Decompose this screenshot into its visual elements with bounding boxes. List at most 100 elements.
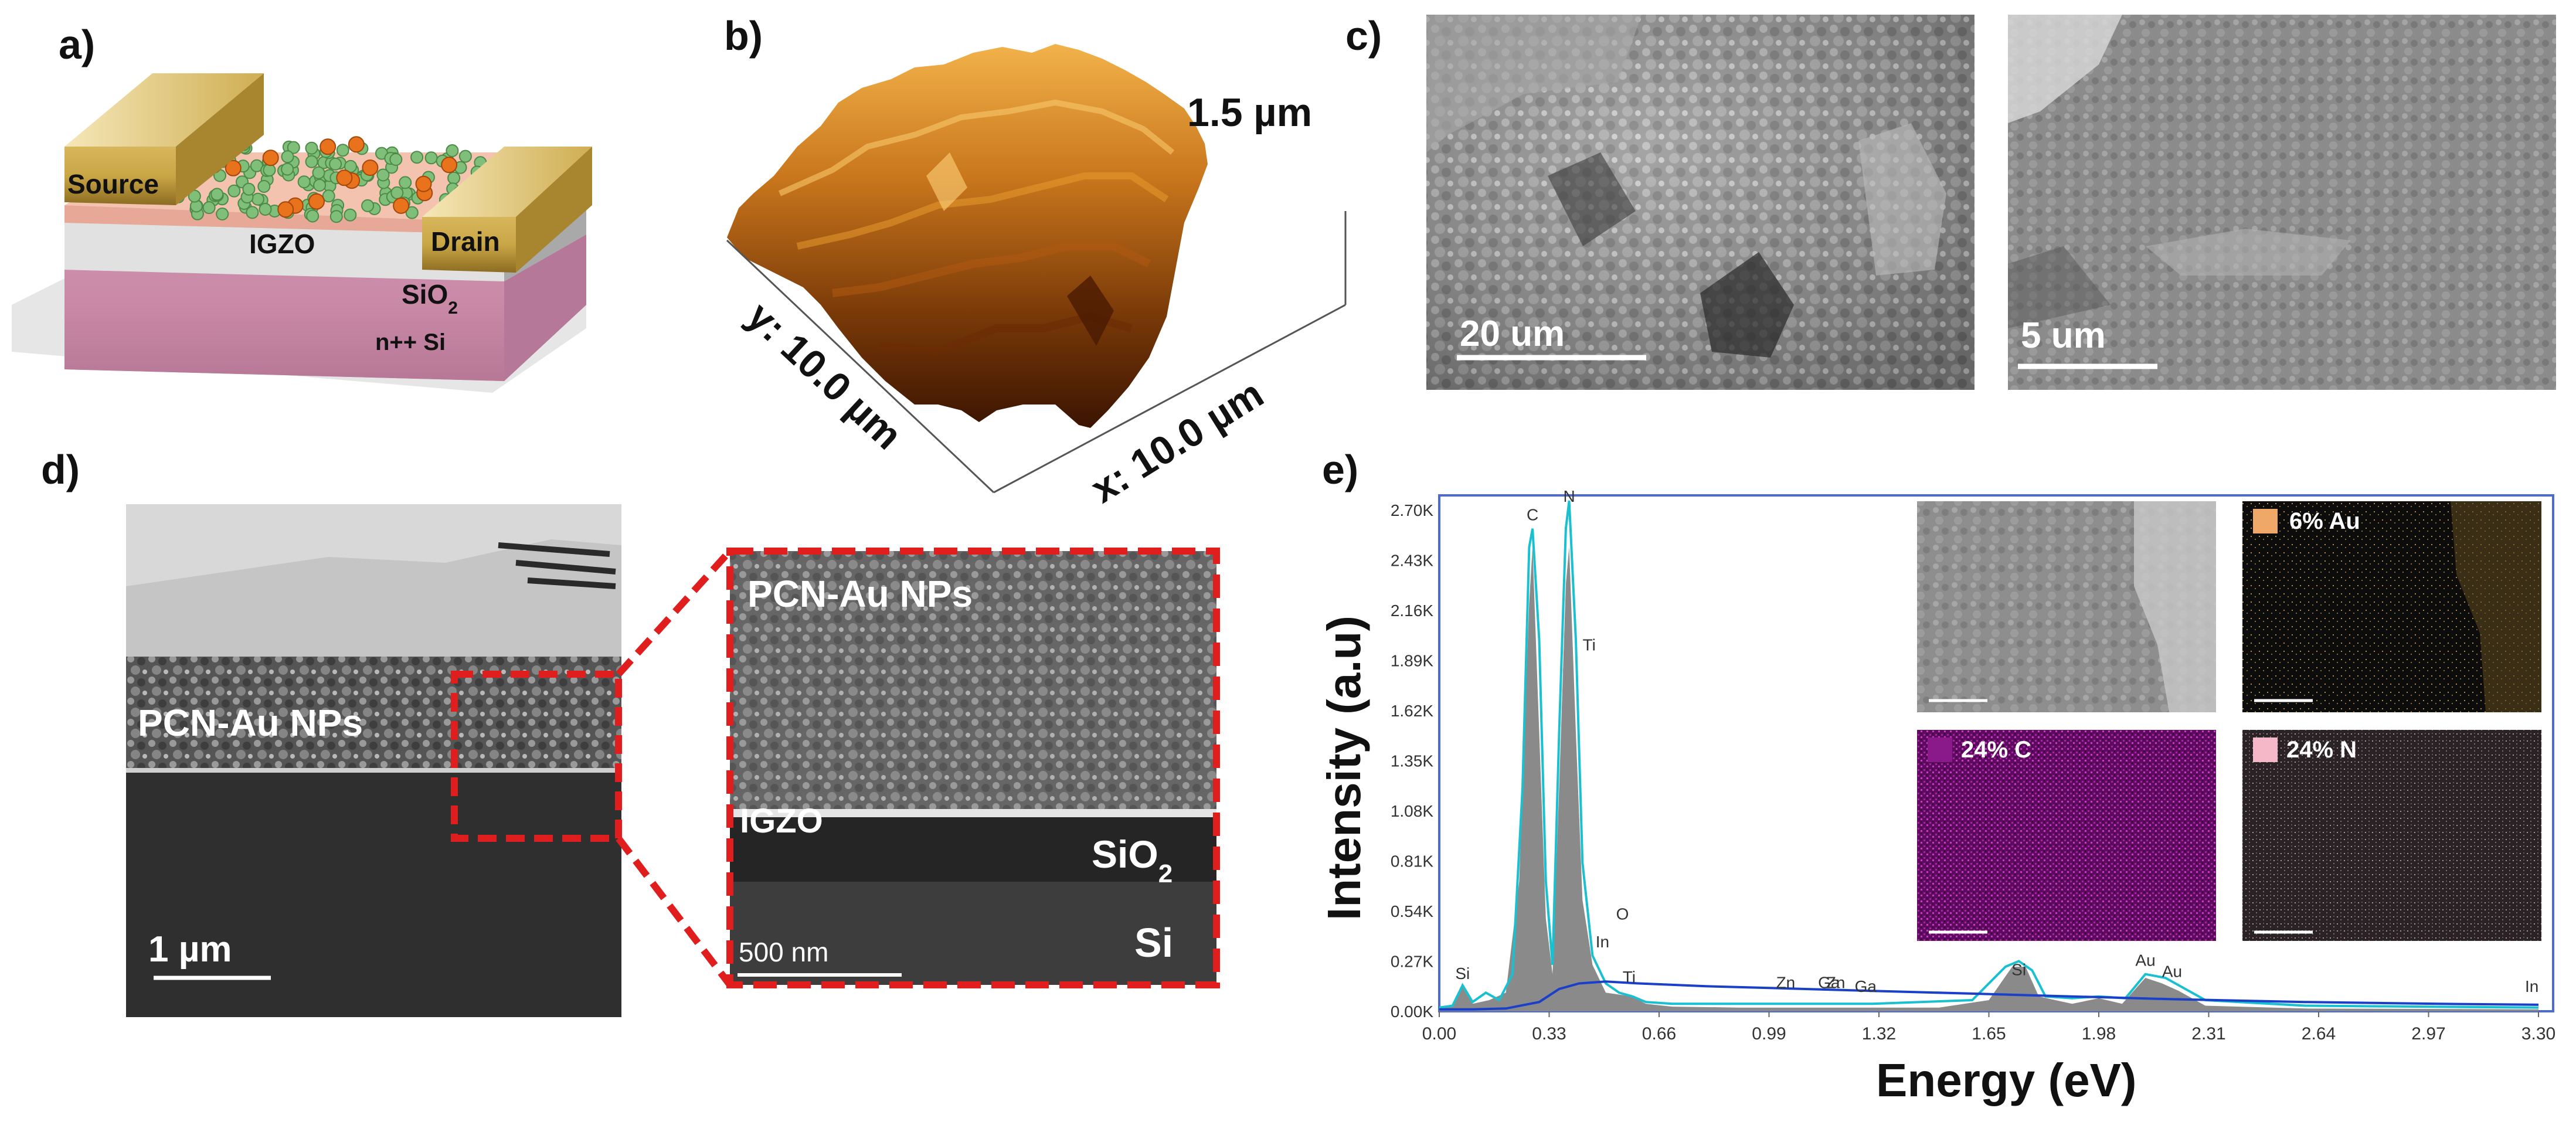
pcn-particle bbox=[227, 184, 241, 198]
pcn-particle bbox=[446, 144, 459, 157]
n-map-label: 24% N bbox=[2286, 737, 2357, 763]
afm-height-label: 1.5 µm bbox=[1187, 90, 1312, 135]
eds-map-sem bbox=[1917, 501, 2216, 712]
au-nanoparticle bbox=[348, 136, 365, 153]
au-nanoparticle bbox=[415, 175, 432, 192]
pcn-particle bbox=[216, 208, 229, 220]
x-tick-label: 0.66 bbox=[1642, 1024, 1676, 1044]
y-tick-label: 2.16K bbox=[1391, 601, 1433, 620]
sem-left-scale-label: 20 um bbox=[1460, 314, 1565, 354]
peak-label: In bbox=[1596, 933, 1609, 951]
pcn-particle bbox=[329, 157, 342, 171]
c-color-swatch bbox=[1928, 737, 1952, 762]
peak-label: Ga bbox=[1855, 977, 1877, 995]
pcn-particle bbox=[297, 175, 311, 189]
peak-label: Ga bbox=[1818, 974, 1840, 992]
x-tick-label: 1.65 bbox=[1972, 1024, 2006, 1044]
inset-sem: PCN-Au NPs IGZO SiO2 Si 500 nm bbox=[730, 551, 1216, 985]
pcn-particle bbox=[344, 159, 357, 173]
x-tick-label: 0.99 bbox=[1752, 1024, 1786, 1044]
pcn-particle bbox=[322, 189, 335, 203]
pcn-particle bbox=[251, 192, 264, 206]
x-tick-label: 1.32 bbox=[1862, 1024, 1896, 1044]
sio2-label: SiO2 bbox=[402, 279, 458, 318]
pcn-particle bbox=[336, 144, 349, 157]
zoom-line-bottom bbox=[616, 836, 733, 987]
pcn-particle bbox=[312, 166, 325, 179]
pcn-particle bbox=[188, 189, 201, 203]
cross-section-layer-label: PCN-Au NPs bbox=[138, 702, 363, 744]
pcn-particle bbox=[210, 188, 224, 201]
eds-spectrum bbox=[1439, 500, 2539, 1011]
panel-e: e) 0.00K 0.27K 0.54K 0.81K 1.08K 1.35K 1.62K 1.… bbox=[1318, 447, 2555, 1106]
peak-label: O bbox=[1616, 905, 1629, 923]
au-nanoparticle bbox=[320, 138, 337, 155]
eds-map-au: 6% Au bbox=[2242, 501, 2541, 712]
y-tick-label: 1.35K bbox=[1391, 752, 1433, 770]
pcn-particle bbox=[246, 206, 259, 219]
peak-label: Au bbox=[2135, 951, 2155, 970]
pcn-particle bbox=[399, 176, 412, 189]
y-tick-label: 1.89K bbox=[1391, 652, 1433, 670]
pcn-particle bbox=[405, 206, 419, 219]
peak-label: Au bbox=[2162, 963, 2182, 981]
y-tick-label: 0.54K bbox=[1391, 902, 1433, 920]
inset-frame bbox=[726, 548, 1220, 988]
inset-layer-label: PCN-Au NPs bbox=[747, 573, 973, 615]
au-nanoparticle bbox=[225, 159, 242, 176]
pcn-particle bbox=[447, 171, 461, 185]
panel-e-label: e) bbox=[1322, 447, 1358, 492]
x-tick-label: 3.30 bbox=[2521, 1024, 2555, 1044]
pcn-particle bbox=[458, 149, 472, 163]
x-tick-label: 0.33 bbox=[1532, 1024, 1566, 1044]
y-tick-label: 0.81K bbox=[1391, 852, 1433, 871]
pcn-particle bbox=[424, 151, 438, 165]
au-nanoparticle bbox=[308, 193, 325, 210]
cross-section-scale-label: 1 µm bbox=[148, 929, 232, 970]
au-nanoparticle bbox=[441, 157, 458, 174]
eds-y-axis-title: Intensity (a.u) bbox=[1318, 616, 1370, 920]
pcn-particle bbox=[361, 199, 375, 212]
si-label: n++ Si bbox=[375, 329, 446, 355]
pcn-particle bbox=[305, 155, 318, 168]
sem-image-right: 5 um bbox=[2008, 15, 2556, 390]
cross-section-sem: PCN-Au NPs 1 µm bbox=[126, 504, 621, 1017]
panel-b-label: b) bbox=[724, 13, 763, 59]
y-tick-label: 1.08K bbox=[1391, 802, 1433, 820]
peak-label: C bbox=[1527, 506, 1538, 524]
eds-map-n: 24% N bbox=[2242, 730, 2541, 941]
spectrum-background-series bbox=[1439, 980, 2539, 1011]
afm-axes bbox=[726, 211, 1347, 494]
c-map-label: 24% C bbox=[1961, 737, 2031, 763]
panel-d: d) PCN-Au NPs 1 µm PCN-Au NPs IGZO SiO2 bbox=[41, 447, 1220, 1017]
x-tick-label: 2.97 bbox=[2411, 1024, 2445, 1044]
sem-image-left: 20 um bbox=[1426, 15, 1975, 390]
n-color-swatch bbox=[2253, 737, 2278, 762]
peak-label: Zn bbox=[1776, 974, 1796, 992]
au-nanoparticle bbox=[393, 197, 410, 214]
peak-label: In bbox=[2525, 977, 2538, 995]
inset-igzo-label: IGZO bbox=[740, 802, 823, 840]
igzo-label: IGZO bbox=[249, 229, 315, 259]
inset-si-label: Si bbox=[1134, 920, 1173, 966]
pcn-particle bbox=[259, 203, 272, 216]
panel-a: a) Source Drai bbox=[12, 22, 592, 393]
x-tick-label: 2.31 bbox=[2191, 1024, 2225, 1044]
x-tick-label: 0.00 bbox=[1422, 1024, 1456, 1044]
peak-label: Ti bbox=[1583, 635, 1596, 654]
pcn-particle bbox=[313, 179, 327, 192]
inset-sio2-label: SiO2 bbox=[1092, 832, 1173, 888]
y-tick-label: 0.27K bbox=[1391, 953, 1433, 971]
pcn-particle bbox=[257, 180, 271, 193]
au-nanoparticle bbox=[336, 169, 353, 186]
au-color-swatch bbox=[2253, 509, 2278, 533]
inset-scale-label: 500 nm bbox=[739, 937, 828, 967]
pcn-particle bbox=[263, 164, 276, 177]
pcn-particle bbox=[242, 182, 256, 196]
au-map-label: 6% Au bbox=[2289, 508, 2360, 534]
panel-c-label: c) bbox=[1345, 13, 1382, 59]
zoom-line-top bbox=[616, 548, 733, 677]
au-nanoparticle bbox=[362, 159, 379, 176]
x-tick-label: 2.64 bbox=[2302, 1024, 2336, 1044]
